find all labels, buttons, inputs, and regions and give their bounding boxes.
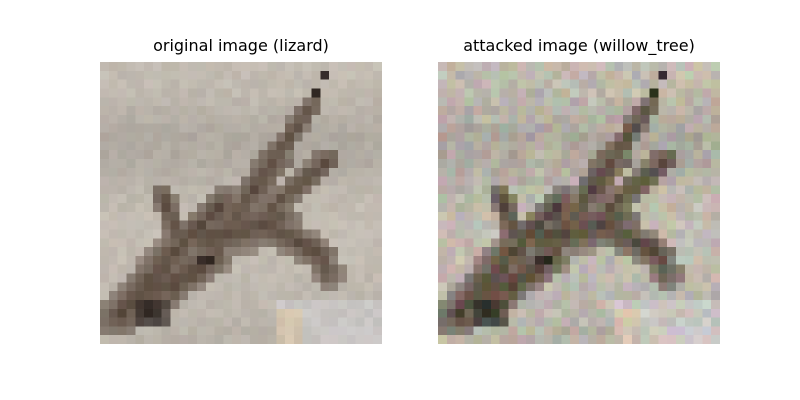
original-lizard-image: [100, 62, 382, 344]
attacked-image-panel: attacked image (willow_tree): [438, 36, 720, 344]
original-image-panel: original image (lizard): [100, 36, 382, 344]
original-image-title: original image (lizard): [153, 36, 329, 55]
attacked-image-title: attacked image (willow_tree): [463, 36, 695, 55]
attacked-lizard-image: [438, 62, 720, 344]
